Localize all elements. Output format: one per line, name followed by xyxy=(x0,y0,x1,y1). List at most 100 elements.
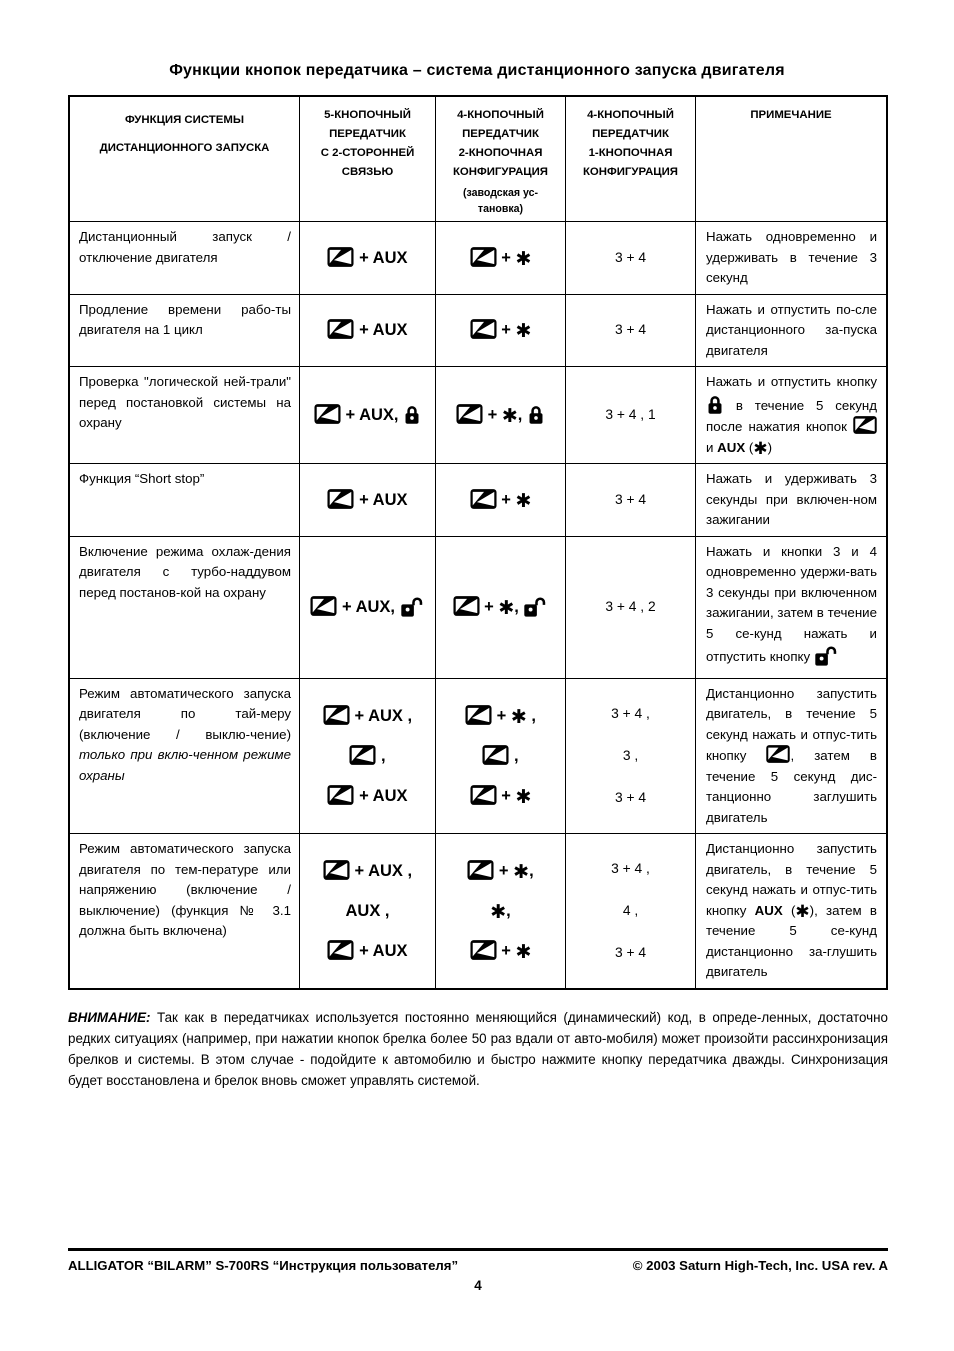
button-number-combo: 4 , xyxy=(622,902,639,918)
transmitter-key-icon xyxy=(327,488,355,509)
transmitter-key-icon xyxy=(453,596,480,616)
header-line: 1-КНОПОЧНАЯ xyxy=(588,147,673,159)
button-number-combo: 3 + 4 , 1 xyxy=(605,407,656,422)
cell-4button-2btn-config: + ✱, ✱, + ✱ xyxy=(436,834,566,988)
cell-4button-2btn-config: + ✱ xyxy=(436,464,566,537)
header-cell: ФУНКЦИЯ СИСТЕМЫ ДИСТАНЦИОННОГО ЗАПУСКА xyxy=(70,97,300,222)
text-segment: Проверка "логической ней-трали" перед по… xyxy=(79,374,291,430)
transmitter-key-icon xyxy=(470,488,497,509)
button-number-combo: 3 + 4 xyxy=(614,491,647,507)
text-segment: Нажать и отпустить по-сле дистанционного… xyxy=(706,301,877,358)
button-combo: ✱, xyxy=(490,899,511,923)
cell-4button-1btn-config: 3 + 4 , 3 , 3 + 4 xyxy=(566,678,696,834)
table-row: Проверка "логической ней-трали" перед по… xyxy=(70,367,886,464)
warning-text: Так как в передатчиках используется пост… xyxy=(68,1009,888,1088)
transmitter-key-icon xyxy=(327,784,355,805)
remote-start-functions-table: ФУНКЦИЯ СИСТЕМЫ ДИСТАНЦИОННОГО ЗАПУСКА 5-К… xyxy=(68,95,888,990)
text-segment: Функция “Short stop” xyxy=(79,471,205,486)
footer-copyright-text: © 2003 Saturn High-Tech, Inc. USA rev. A xyxy=(632,1258,888,1273)
cell-4button-1btn-config: 3 + 4 xyxy=(566,294,696,367)
lock-open-icon xyxy=(523,595,548,617)
header-line: ДИСТАНЦИОННОГО ЗАПУСКА xyxy=(99,142,270,154)
footer-left-text: ALLIGATOR “BILARM” S-700RS “Инструкция п… xyxy=(68,1258,459,1273)
asterisk-icon: ✱ xyxy=(515,785,532,808)
button-number-combo: 3 + 4 , 2 xyxy=(605,599,656,614)
header-subline: тановка) xyxy=(477,203,524,215)
header-line: СВЯЗЬЮ xyxy=(341,166,394,178)
transmitter-key-icon xyxy=(327,246,355,267)
header-line: ПЕРЕДАТЧИК xyxy=(329,128,406,140)
text-segment: ), затем в течение 5 се-кунд дистанционн… xyxy=(706,902,877,980)
button-number-combo: 3 , xyxy=(622,747,639,763)
page-number: 4 xyxy=(474,1278,482,1293)
asterisk-icon: ✱ xyxy=(490,900,507,923)
text-segment: + AUX , xyxy=(349,861,413,880)
header-cell: 4-КНОПОЧНЫЙ ПЕРЕДАТЧИК 2-КНОПОЧНАЯ КОНФИГУР… xyxy=(436,97,566,222)
cell-function: Продление времени рабо-ты двигателя на 1… xyxy=(70,294,300,367)
cell-4button-1btn-config: 3 + 4 , 2 xyxy=(566,536,696,679)
button-combo: + AUX, xyxy=(314,403,421,427)
text-segment: Нажать и отпустить кнопку xyxy=(706,374,877,389)
header-cell: ПРИМЕЧАНИЕ xyxy=(696,97,886,222)
button-number-combo: 3 + 4 xyxy=(614,944,647,960)
asterisk-icon: ✱ xyxy=(498,597,515,619)
text-segment: , xyxy=(509,746,519,765)
header-line: 4-КНОПОЧНЫЙ xyxy=(587,109,674,121)
asterisk-icon: ✱ xyxy=(515,940,532,963)
header-line: ПЕРЕДАТЧИК xyxy=(462,128,539,140)
transmitter-key-icon xyxy=(327,939,355,960)
text-segment: + AUX, xyxy=(340,406,404,424)
text-segment: ( xyxy=(745,439,754,455)
text-segment: + AUX xyxy=(354,248,408,267)
text-segment: + xyxy=(496,321,516,340)
transmitter-key-icon xyxy=(470,319,497,340)
header-line: 5-КНОПОЧНЫЙ xyxy=(324,109,411,121)
transmitter-key-icon xyxy=(323,859,350,880)
text-segment: + xyxy=(496,248,516,267)
button-combo: + AUX , xyxy=(323,859,412,883)
cell-function: Дистанционный запуск / отключение двигат… xyxy=(70,222,300,295)
text-segment: + AUX xyxy=(354,490,408,509)
header-line: ПЕРЕДАТЧИК xyxy=(592,128,669,140)
transmitter-key-icon xyxy=(314,404,341,424)
cell-function: Включение режима охлаж-дения двигателя с… xyxy=(70,536,300,679)
text-segment: + xyxy=(479,598,499,616)
transmitter-key-icon xyxy=(465,704,492,725)
table-header-row: ФУНКЦИЯ СИСТЕМЫ ДИСТАНЦИОННОГО ЗАПУСКА 5-К… xyxy=(70,97,886,222)
lock-open-icon xyxy=(400,595,425,617)
text-segment: + xyxy=(483,406,502,424)
text-segment: и xyxy=(706,439,718,455)
text-segment: ( xyxy=(782,902,796,918)
transmitter-key-icon xyxy=(766,745,791,763)
text-segment: Нажать одновременно и удерживать в течен… xyxy=(706,229,877,285)
button-number-combo: 3 + 4 xyxy=(614,789,647,805)
button-number-combo: 3 + 4 , xyxy=(611,860,650,876)
text-segment: , xyxy=(526,706,536,725)
cell-4button-2btn-config: + ✱, xyxy=(436,536,566,679)
button-combo: + AUX xyxy=(327,784,408,808)
table-row: Функция “Short stop” + AUX + ✱ 3 + 4 Нажат… xyxy=(70,464,886,537)
asterisk-icon: ✱ xyxy=(515,489,532,512)
text-segment: AUX xyxy=(717,439,746,455)
text-segment: Дистанционно запустить двигатель, в тече… xyxy=(706,841,877,918)
button-number-combo: 3 + 4 xyxy=(614,322,647,338)
button-number-combo: 3 + 4 xyxy=(614,249,647,265)
button-combo: + ✱ , xyxy=(465,704,536,728)
cell-5button-transmitter: + AUX , AUX , + AUX xyxy=(300,834,436,988)
button-combo: + AUX xyxy=(327,318,408,342)
button-combo: + ✱ xyxy=(470,939,532,963)
text-segment: , xyxy=(376,746,386,765)
asterisk-icon: ✱ xyxy=(515,320,532,343)
text-segment: , xyxy=(529,861,534,880)
cell-5button-transmitter: + AUX , , + AUX xyxy=(300,678,436,834)
button-combo: + AUX xyxy=(327,246,408,270)
transmitter-key-icon xyxy=(327,319,355,340)
cell-5button-transmitter: + AUX xyxy=(300,294,436,367)
cell-4button-1btn-config: 3 + 4 xyxy=(566,222,696,295)
asterisk-icon: ✱ xyxy=(501,405,518,427)
header-line: КОНФИГУРАЦИЯ xyxy=(582,166,678,178)
cell-note: Нажать и отпустить кнопку в течение 5 се… xyxy=(696,367,886,464)
cell-4button-1btn-config: 3 + 4 , 1 xyxy=(566,367,696,464)
cell-note: Нажать и удерживать 3 секунды при включе… xyxy=(696,464,886,537)
text-segment: + AUX xyxy=(354,321,408,340)
